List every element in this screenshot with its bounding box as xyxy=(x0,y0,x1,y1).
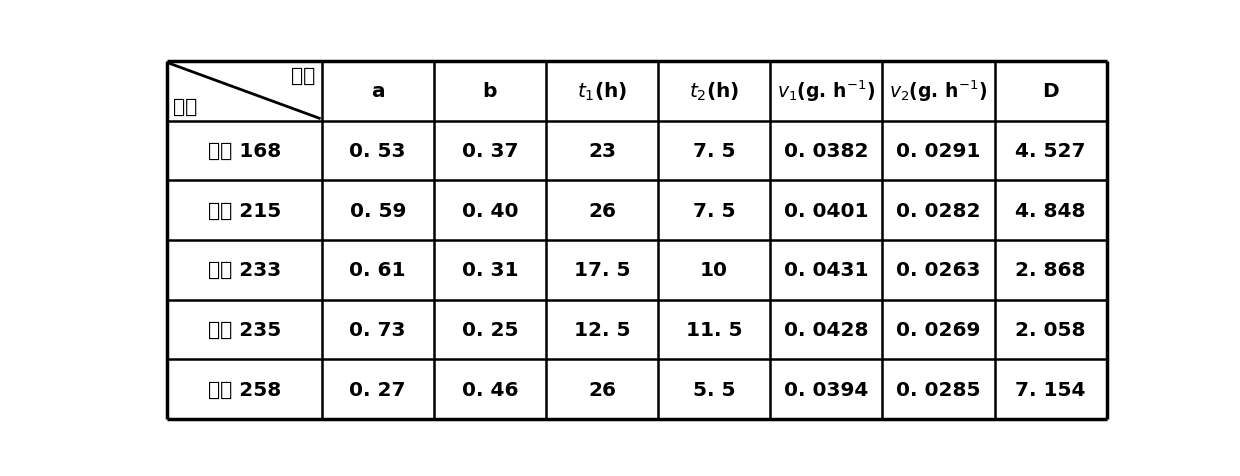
Text: 0. 46: 0. 46 xyxy=(461,380,518,399)
Text: 23: 23 xyxy=(588,141,616,160)
Text: 2. 868: 2. 868 xyxy=(1016,261,1086,279)
Text: 5. 5: 5. 5 xyxy=(693,380,735,399)
Text: 0. 31: 0. 31 xyxy=(461,261,518,279)
Text: 参数: 参数 xyxy=(291,66,315,85)
Text: a: a xyxy=(371,82,384,101)
Text: 0. 0431: 0. 0431 xyxy=(784,261,868,279)
Text: 品系 215: 品系 215 xyxy=(207,201,280,220)
Text: $t_2$(h): $t_2$(h) xyxy=(689,80,739,103)
Text: D: D xyxy=(1043,82,1059,101)
Text: 2. 058: 2. 058 xyxy=(1016,320,1086,339)
Text: 26: 26 xyxy=(588,201,616,220)
Text: $t_1$(h): $t_1$(h) xyxy=(577,80,627,103)
Text: 0. 61: 0. 61 xyxy=(350,261,405,279)
Text: $v_2$(g. h$^{-1}$): $v_2$(g. h$^{-1}$) xyxy=(889,79,987,104)
Text: 品系 168: 品系 168 xyxy=(207,141,280,160)
Text: 12. 5: 12. 5 xyxy=(574,320,630,339)
Text: 10: 10 xyxy=(701,261,728,279)
Text: 0. 0269: 0. 0269 xyxy=(897,320,981,339)
Text: 0. 53: 0. 53 xyxy=(350,141,405,160)
Text: 7. 5: 7. 5 xyxy=(693,201,735,220)
Text: 11. 5: 11. 5 xyxy=(686,320,743,339)
Text: 0. 0291: 0. 0291 xyxy=(897,141,981,160)
Text: 26: 26 xyxy=(588,380,616,399)
Text: 0. 73: 0. 73 xyxy=(350,320,405,339)
Text: 0. 59: 0. 59 xyxy=(350,201,405,220)
Text: 品系 235: 品系 235 xyxy=(207,320,280,339)
Text: 0. 40: 0. 40 xyxy=(461,201,518,220)
Text: 品系 233: 品系 233 xyxy=(207,261,280,279)
Text: 4. 527: 4. 527 xyxy=(1016,141,1086,160)
Text: 4. 848: 4. 848 xyxy=(1016,201,1086,220)
Text: 7. 5: 7. 5 xyxy=(693,141,735,160)
Text: 0. 0263: 0. 0263 xyxy=(897,261,981,279)
Text: 0. 0382: 0. 0382 xyxy=(784,141,868,160)
Text: 0. 0282: 0. 0282 xyxy=(897,201,981,220)
Text: 0. 37: 0. 37 xyxy=(461,141,518,160)
Text: 17. 5: 17. 5 xyxy=(574,261,630,279)
Text: 品系: 品系 xyxy=(172,98,197,117)
Text: 0. 27: 0. 27 xyxy=(350,380,405,399)
Text: b: b xyxy=(482,82,497,101)
Text: 0. 25: 0. 25 xyxy=(461,320,518,339)
Text: 品系 258: 品系 258 xyxy=(207,380,280,399)
Text: 0. 0394: 0. 0394 xyxy=(784,380,868,399)
Text: 0. 0285: 0. 0285 xyxy=(897,380,981,399)
Text: $v_1$(g. h$^{-1}$): $v_1$(g. h$^{-1}$) xyxy=(777,79,875,104)
Text: 7. 154: 7. 154 xyxy=(1016,380,1086,399)
Text: 0. 0428: 0. 0428 xyxy=(784,320,868,339)
Text: 0. 0401: 0. 0401 xyxy=(784,201,868,220)
